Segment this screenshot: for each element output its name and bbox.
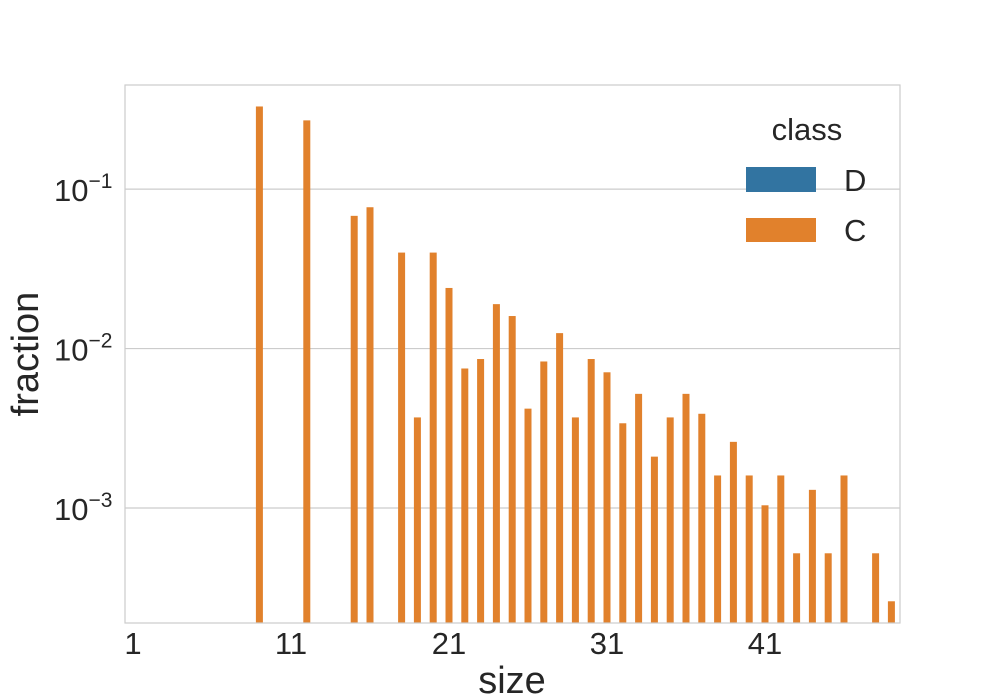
bar-c-39 bbox=[729, 441, 737, 623]
x-axis-label: size bbox=[478, 660, 546, 700]
bar-c-31 bbox=[603, 372, 611, 623]
y-axis-label: fraction bbox=[5, 292, 47, 417]
bar-c-26 bbox=[524, 408, 532, 623]
bar-c-34 bbox=[650, 456, 658, 623]
bar-c-44 bbox=[808, 489, 816, 623]
bar-c-37 bbox=[698, 413, 706, 623]
x-tick-label-3: 31 bbox=[590, 626, 624, 661]
bar-c-46 bbox=[840, 475, 848, 623]
bar-c-29 bbox=[571, 417, 579, 623]
bar-c-24 bbox=[492, 304, 500, 623]
x-tick-label-0: 1 bbox=[124, 626, 141, 661]
legend-swatch-d bbox=[746, 167, 816, 192]
legend-swatch-c bbox=[746, 218, 816, 242]
legend: class D C bbox=[746, 112, 866, 248]
bar-c-36 bbox=[682, 393, 690, 623]
bar-c-16 bbox=[366, 207, 374, 624]
y-tick-labels: 10−1 10−2 10−3 bbox=[54, 170, 112, 527]
bar-c-35 bbox=[666, 417, 674, 623]
bar-c-19 bbox=[413, 417, 421, 623]
bar-c-9 bbox=[255, 106, 263, 623]
y-tick-label-1: 10−2 bbox=[54, 330, 112, 368]
y-tick-label-2: 10−3 bbox=[54, 489, 112, 527]
bar-c-45 bbox=[824, 553, 832, 623]
plot-frame bbox=[124, 84, 901, 624]
bar-c-15 bbox=[350, 215, 358, 623]
x-tick-label-4: 41 bbox=[748, 626, 782, 661]
x-tick-label-2: 21 bbox=[432, 626, 466, 661]
legend-label-c: C bbox=[844, 213, 866, 248]
x-tick-labels: 1 11 21 31 41 bbox=[124, 626, 782, 661]
bar-c-20 bbox=[429, 252, 437, 623]
bar-c-40 bbox=[745, 475, 753, 623]
bar-c-21 bbox=[445, 287, 453, 623]
bars bbox=[255, 106, 895, 624]
legend-label-d: D bbox=[844, 163, 866, 198]
legend-title: class bbox=[772, 112, 843, 147]
bar-c-28 bbox=[556, 333, 564, 623]
bar-c-32 bbox=[619, 423, 627, 623]
bar-c-33 bbox=[635, 393, 643, 623]
bar-c-22 bbox=[461, 368, 469, 623]
bar-c-42 bbox=[777, 475, 785, 623]
bar-c-27 bbox=[540, 361, 548, 623]
bar-c-38 bbox=[714, 475, 722, 623]
bar-c-18 bbox=[398, 252, 406, 623]
bar-c-49 bbox=[887, 601, 895, 623]
bar-c-25 bbox=[508, 316, 516, 623]
bar-c-48 bbox=[872, 553, 880, 623]
bar-c-41 bbox=[761, 505, 769, 623]
bar-c-30 bbox=[587, 359, 595, 623]
bar-c-12 bbox=[303, 120, 311, 624]
bar-c-23 bbox=[477, 359, 485, 623]
bar-c-43 bbox=[793, 553, 801, 623]
x-tick-label-1: 11 bbox=[275, 626, 307, 661]
y-tick-label-0: 10−1 bbox=[54, 170, 112, 208]
